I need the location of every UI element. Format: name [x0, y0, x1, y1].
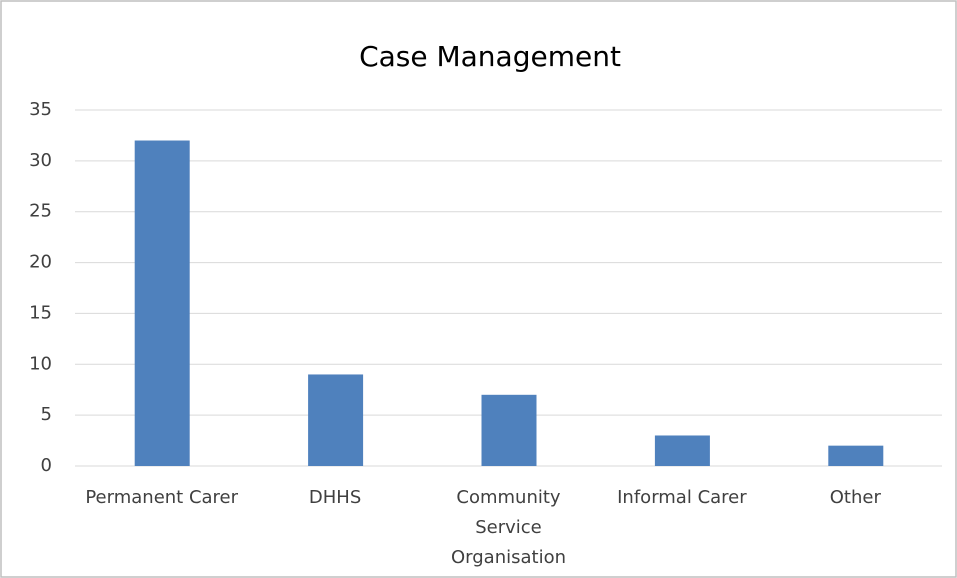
x-tick-label: Permanent Carer [85, 487, 239, 508]
y-tick-label: 15 [29, 302, 52, 323]
bar [828, 445, 884, 466]
y-tick-label: 25 [29, 201, 52, 222]
x-tick-label: DHHS [308, 487, 362, 508]
y-tick-label: 5 [41, 404, 52, 425]
y-tick-label: 35 [29, 99, 52, 120]
y-tick-label: 10 [29, 353, 52, 374]
chart-title: Case Management [359, 40, 621, 73]
x-tick-label: Community Service Organisation [450, 487, 566, 568]
y-tick-label: 0 [41, 455, 52, 476]
y-tick-label: 30 [29, 150, 52, 171]
x-tick-label: Informal Carer [617, 487, 747, 508]
bar [481, 394, 537, 466]
bar [654, 435, 710, 466]
x-tick-label: Other [829, 487, 881, 508]
bar [134, 140, 190, 466]
y-tick-label: 20 [29, 252, 52, 273]
bar [308, 374, 364, 466]
